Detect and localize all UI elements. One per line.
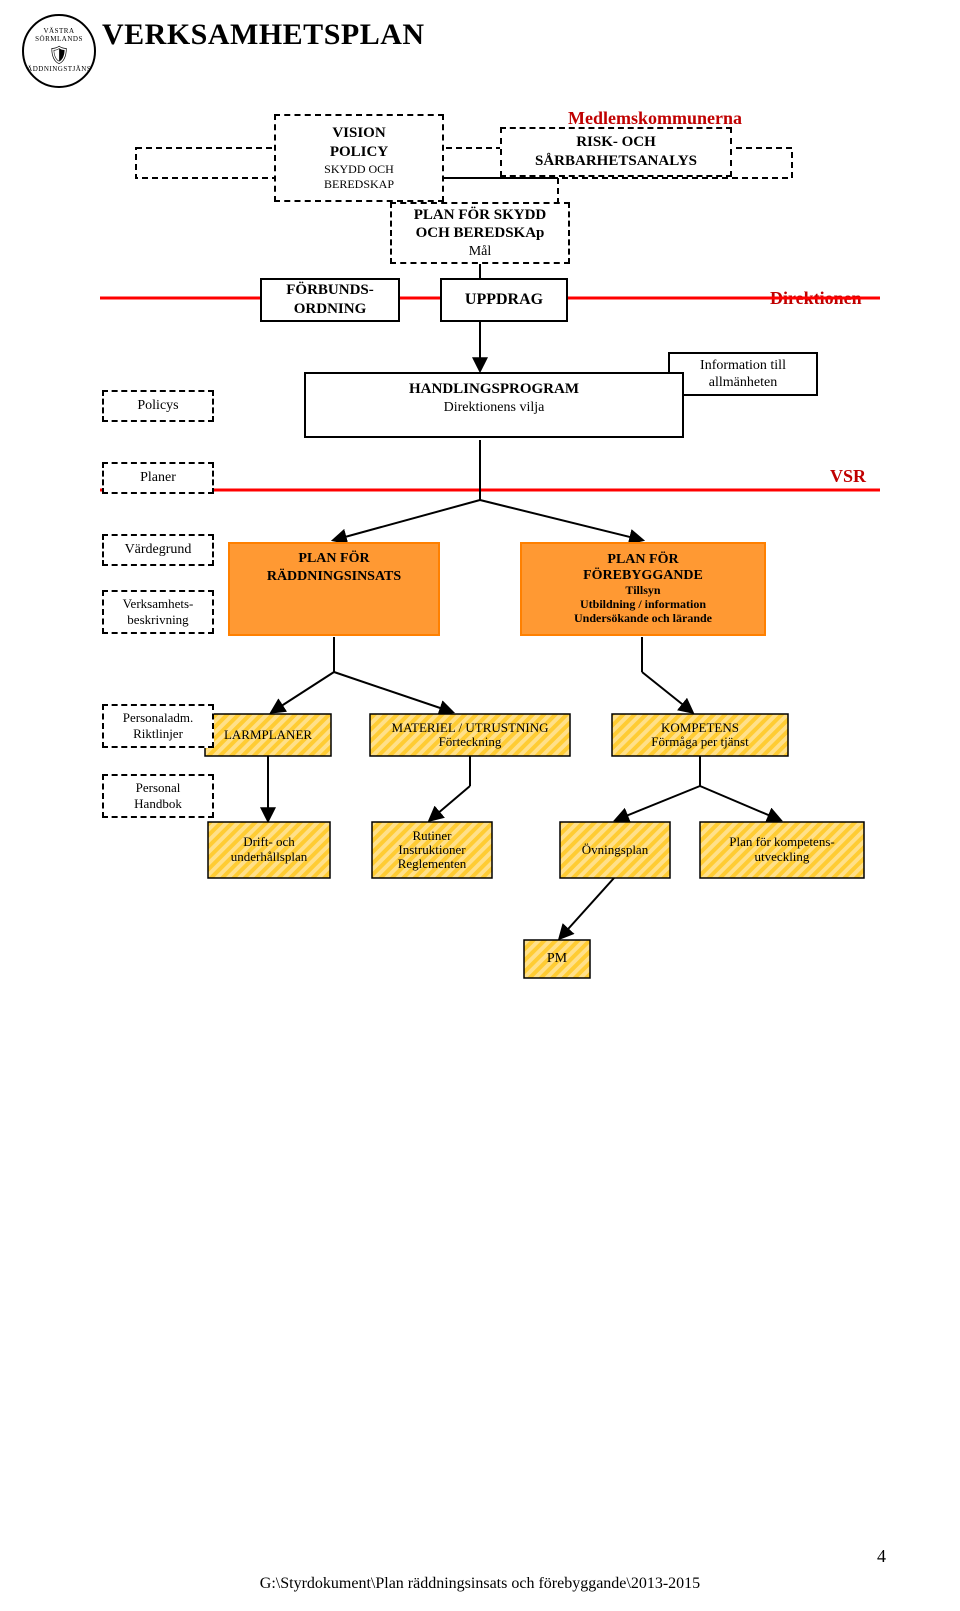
- box-handlingsprogram: HANDLINGSPROGRAM Direktionens vilja: [304, 372, 684, 438]
- verks-l1: Verksamhets-: [123, 596, 194, 612]
- label-medlemskommunerna: Medlemskommunerna: [568, 108, 742, 129]
- box-vardegrund: Värdegrund: [102, 534, 214, 566]
- box-planer: Planer: [102, 462, 214, 494]
- risk-l2: SÅRBARHETSANALYS: [535, 152, 697, 171]
- kompetens-l2: Förmåga per tjänst: [651, 735, 748, 749]
- materiel-l1: MATERIEL / UTRUSTNING: [392, 721, 549, 735]
- foreby-l5: Undersökande och lärande: [574, 612, 712, 626]
- box-plan-kompetensutv: Plan för kompetens- utveckling: [700, 822, 864, 878]
- box-materiel: MATERIEL / UTRUSTNING Förteckning: [370, 714, 570, 756]
- logo-bottom-text: RÄDDNINGSTJÄNST: [22, 66, 96, 74]
- planskydd-l3: Mål: [469, 243, 492, 261]
- box-rutiner: Rutiner Instruktioner Reglementen: [372, 822, 492, 878]
- kompetens-l1: KOMPETENS: [661, 721, 739, 735]
- box-plan-skydd: PLAN FÖR SKYDD OCH BEREDSKAp Mål: [390, 202, 570, 264]
- personaladm-l2: Riktlinjer: [133, 726, 183, 742]
- vardegrund-text: Värdegrund: [125, 541, 192, 559]
- info-l2: allmänheten: [709, 374, 777, 392]
- box-ovningsplan: Övningsplan: [560, 822, 670, 878]
- drift-l1: Drift- och: [243, 835, 295, 850]
- logo-inner: VÄSTRA SÖRMLANDS 🛡 RÄDDNINGSTJÄNST: [22, 26, 96, 75]
- planskydd-l2: OCH BEREDSKAp: [416, 224, 545, 243]
- box-drift-underhall: Drift- och underhållsplan: [208, 822, 330, 878]
- vision-l4: BEREDSKAP: [324, 177, 394, 192]
- org-logo: VÄSTRA SÖRMLANDS 🛡 RÄDDNINGSTJÄNST: [22, 14, 96, 88]
- pm-text: PM: [547, 950, 567, 968]
- vision-l3: SKYDD OCH: [324, 162, 394, 177]
- uppdrag-text: UPPDRAG: [465, 290, 543, 310]
- rutiner-l2: Instruktioner: [398, 843, 465, 857]
- personalhb-l1: Personal: [136, 780, 181, 796]
- policys-text: Policys: [137, 397, 178, 415]
- box-personalhandbok: Personal Handbok: [102, 774, 214, 818]
- planutv-l1: Plan för kompetens-: [729, 835, 834, 850]
- hand-l1: HANDLINGSPROGRAM: [409, 380, 579, 399]
- page-number: 4: [877, 1546, 886, 1567]
- risk-l1: RISK- OCH: [576, 133, 656, 152]
- personaladm-l1: Personaladm.: [123, 710, 193, 726]
- rutiner-l1: Rutiner: [413, 829, 452, 843]
- box-pm: PM: [524, 940, 590, 978]
- vision-l2: POLICY: [330, 143, 388, 162]
- box-verksamhetsbeskrivning: Verksamhets- beskrivning: [102, 590, 214, 634]
- larm-text: LARMPLANER: [224, 727, 312, 743]
- label-vsr: VSR: [830, 466, 866, 487]
- box-forbundsordning: FÖRBUNDS- ORDNING: [260, 278, 400, 322]
- box-kompetens: KOMPETENS Förmåga per tjänst: [612, 714, 788, 756]
- raddning-l2: RÄDDNINGSINSATS: [267, 568, 401, 586]
- logo-emblem-icon: 🛡: [22, 46, 96, 64]
- raddning-l1: PLAN FÖR: [298, 550, 369, 568]
- logo-top-text: VÄSTRA SÖRMLANDS: [22, 28, 96, 43]
- drift-l2: underhållsplan: [231, 850, 308, 865]
- planer-text: Planer: [140, 469, 176, 487]
- foreby-l1: PLAN FÖR: [607, 552, 678, 568]
- box-policys: Policys: [102, 390, 214, 422]
- forbunds-l2: ORDNING: [294, 300, 367, 319]
- box-uppdrag: UPPDRAG: [440, 278, 568, 322]
- vision-l1: VISION: [332, 124, 385, 143]
- ovning-text: Övningsplan: [582, 842, 648, 858]
- materiel-l2: Förteckning: [439, 735, 502, 749]
- planskydd-l1: PLAN FÖR SKYDD: [414, 206, 547, 225]
- personalhb-l2: Handbok: [134, 796, 182, 812]
- planutv-l2: utveckling: [755, 850, 810, 865]
- rutiner-l3: Reglementen: [398, 857, 467, 871]
- page-title: VERKSAMHETSPLAN: [102, 18, 425, 52]
- foreby-l3: Tillsyn: [625, 584, 660, 598]
- box-risk-analys: RISK- OCH SÅRBARHETSANALYS: [500, 127, 732, 177]
- foreby-l2: FÖREBYGGANDE: [583, 568, 703, 584]
- box-larmplaner: LARMPLANER: [205, 714, 331, 756]
- hand-l2: Direktionens vilja: [444, 399, 545, 417]
- foreby-l4: Utbildning / information: [580, 598, 706, 612]
- box-plan-forebyggande: PLAN FÖR FÖREBYGGANDE Tillsyn Utbildning…: [520, 542, 766, 636]
- box-plan-raddningsinsats: PLAN FÖR RÄDDNINGSINSATS: [228, 542, 440, 636]
- forbunds-l1: FÖRBUNDS-: [286, 281, 374, 300]
- footer-path: G:\Styrdokument\Plan räddningsinsats och…: [0, 1575, 960, 1593]
- box-personaladm: Personaladm. Riktlinjer: [102, 704, 214, 748]
- info-l1: Information till: [700, 357, 786, 375]
- page: VÄSTRA SÖRMLANDS 🛡 RÄDDNINGSTJÄNST VERKS…: [0, 0, 960, 1611]
- box-info-allman: Information till allmänheten: [668, 352, 818, 396]
- label-direktionen: Direktionen: [770, 288, 862, 309]
- box-vision-policy: VISION POLICY SKYDD OCH BEREDSKAP: [274, 114, 444, 202]
- verks-l2: beskrivning: [127, 612, 188, 628]
